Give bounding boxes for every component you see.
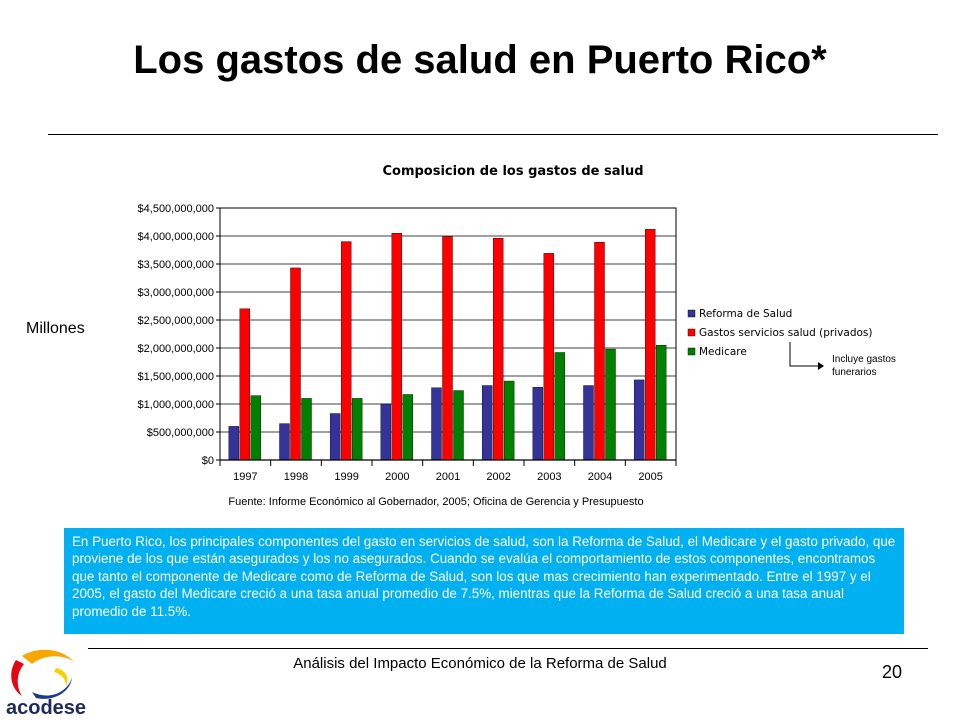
bar-chart: $0 $500,000,000 $1,000,000,000 $1,500,000,0… [138,164,899,508]
x-axis-ticks: 1997 1998 1999 2000 2001 2002 2003 2004 2005 [219,460,677,483]
x-tick-label: 1997 [233,471,257,483]
bar [340,241,352,461]
logo-swoosh-yellow [54,668,68,686]
bar [301,398,312,461]
x-tick-label: 2005 [638,471,662,483]
legend-swatch [687,328,696,337]
logo-wordmark: acodese [6,697,86,718]
bar [442,236,453,461]
bar [453,390,464,461]
x-tick-label: 2000 [385,471,409,483]
footer-divider [88,648,928,649]
note-label: Incluye gastos funerarios [832,354,899,378]
legend-swatch [687,309,696,318]
chart-title: Composicion de los gastos de salud [382,164,643,179]
x-tick-label: 1998 [284,471,308,483]
x-tick-label: 2001 [436,471,460,483]
bar [554,352,566,461]
y-tick-label: $500,000,000 [147,427,214,439]
y-tick-label: $0 [202,455,214,467]
chart-legend: Reforma de Salud Gastos servicios salud (… [687,308,872,358]
y-tick-label: $1,000,000,000 [138,399,214,411]
bar [391,232,403,461]
bar [583,385,594,461]
legend-swatch [687,347,696,356]
y-tick-label: $1,500,000,000 [138,371,214,383]
legend-label: Gastos servicios salud (privados) [699,327,872,339]
bar [644,229,656,461]
bar [250,395,262,461]
logo-swoosh-red [11,660,24,696]
bar [481,385,493,461]
legend-label: Medicare [699,346,747,358]
logo-swoosh-orange [22,649,74,664]
bar [402,394,414,461]
bar [543,253,555,461]
y-tick-label: $4,500,000,000 [138,203,214,215]
x-tick-label: 2002 [486,471,510,483]
summary-box: En Puerto Rico, los principales componen… [64,528,904,634]
bar [503,380,515,461]
note-arrow [789,342,818,367]
x-tick-label: 2003 [537,471,561,483]
bar [380,403,392,461]
title-divider [48,134,938,135]
bar [279,423,290,461]
x-tick-label: 1999 [334,471,358,483]
note-callout: Incluye gastos funerarios [789,342,899,378]
chart-source: Fuente: Informe Económico al Gobernador,… [228,496,643,508]
footer-text: Análisis del Impacto Económico de la Ref… [293,655,667,672]
bar [431,387,442,461]
bar [605,348,616,461]
logo-swoosh-blue [32,678,72,699]
note-arrowhead [818,362,824,370]
bar [290,267,301,461]
slide-title: Los gastos de salud en Puerto Rico* [133,38,827,82]
bar [655,345,667,461]
bar [532,387,544,461]
bar [594,241,605,461]
unit-label: Millones [26,320,85,337]
acodese-logo: acodese [6,649,86,718]
bar [239,308,251,461]
y-tick-label: $3,000,000,000 [138,287,214,299]
x-tick-label: 2004 [588,471,612,483]
chart-bars [228,229,667,461]
y-tick-label: $3,500,000,000 [138,259,214,271]
bar [329,413,341,461]
legend-label: Reforma de Salud [699,308,792,320]
bar [228,426,240,461]
page-number: 20 [882,662,903,682]
y-tick-label: $4,000,000,000 [138,231,214,243]
bar [633,379,645,461]
y-axis-ticks: $0 $500,000,000 $1,000,000,000 $1,500,000,0… [138,203,220,467]
y-tick-label: $2,500,000,000 [138,315,214,327]
bar [351,398,363,461]
y-tick-label: $2,000,000,000 [138,343,214,355]
bar [492,238,504,461]
